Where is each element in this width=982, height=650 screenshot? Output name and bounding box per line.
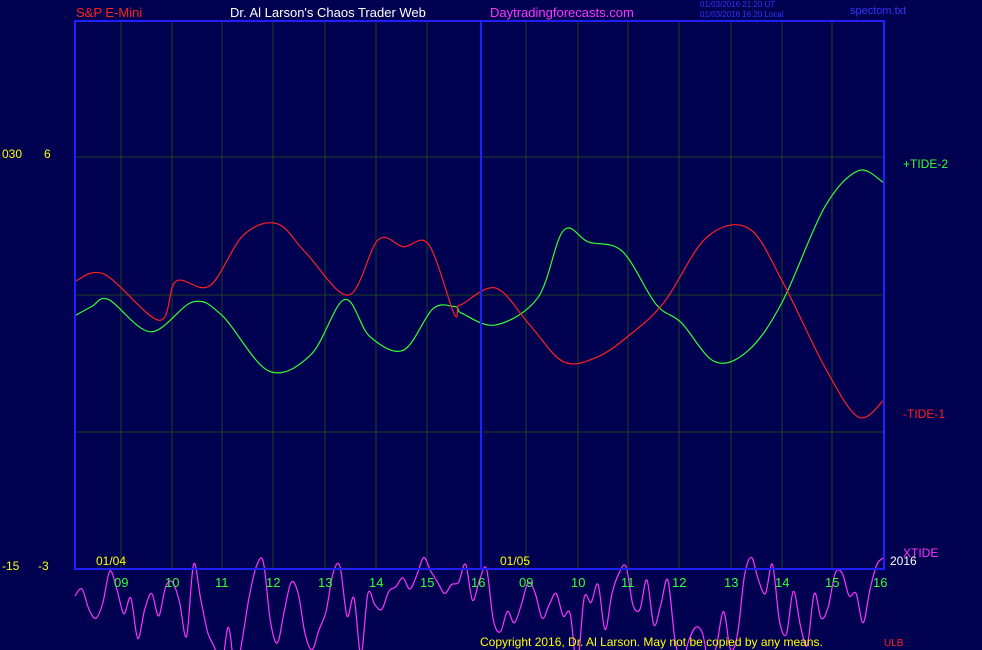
hour-tick-label: 12 [266, 575, 281, 590]
series-line--tide-2 [74, 169, 884, 374]
hour-tick-label: 10 [571, 575, 586, 590]
timestamp-local: 01/03/2016 16:20 Local [700, 10, 784, 19]
axis-left-top-outer: 030 [2, 147, 23, 161]
series-line--tide-1 [74, 222, 884, 419]
author-title: Dr. Al Larson's Chaos Trader Web [230, 5, 426, 20]
symbol-title: S&P E-Mini [76, 5, 143, 20]
site-link[interactable]: Daytradingforecasts.com [490, 5, 634, 20]
hour-tick-label: 09 [114, 575, 129, 590]
legend-tide-plus-2: +TIDE-2 [903, 157, 949, 171]
hour-tick-label: 11 [215, 575, 229, 590]
hour-tick-label: 09 [519, 575, 534, 590]
gridlines [75, 21, 884, 569]
hour-tick-label: 11 [621, 575, 635, 590]
series-line-xtide [74, 556, 885, 650]
hour-tick-label: 13 [318, 575, 333, 590]
hour-tick-label: 14 [775, 575, 790, 590]
hour-tick-label: 13 [724, 575, 739, 590]
series-layer [74, 169, 885, 650]
ulb-badge: ULB [884, 638, 904, 649]
hour-tick-label: 10 [165, 575, 180, 590]
legend-tide-minus-1: -TIDE-1 [903, 407, 945, 421]
timestamp-ut: 01/03/2016 21:20 UT [700, 0, 776, 9]
hour-tick-label: 12 [672, 575, 687, 590]
date-label-day1: 01/04 [96, 554, 127, 568]
hour-tick-label: 14 [369, 575, 384, 590]
axis-left-top-inner: 6 [44, 147, 51, 161]
date-label-year: 2016 [890, 554, 917, 568]
hour-tick-label: 16 [873, 575, 888, 590]
hour-tick-label: 15 [825, 575, 840, 590]
plot-frame [74, 20, 885, 570]
date-label-day2: 01/05 [500, 554, 531, 568]
axis-left-bottom-outer: -15 [2, 559, 20, 573]
hour-tick-label: 15 [420, 575, 435, 590]
copyright-notice: Copyright 2016, Dr. Al Larson. May not b… [480, 635, 823, 649]
hour-tick-label: 16 [471, 575, 486, 590]
file-name: spectom.txt [850, 5, 907, 17]
legend-xtide: XTIDE [903, 546, 939, 560]
axis-left-bottom-inner: -3 [38, 559, 49, 573]
